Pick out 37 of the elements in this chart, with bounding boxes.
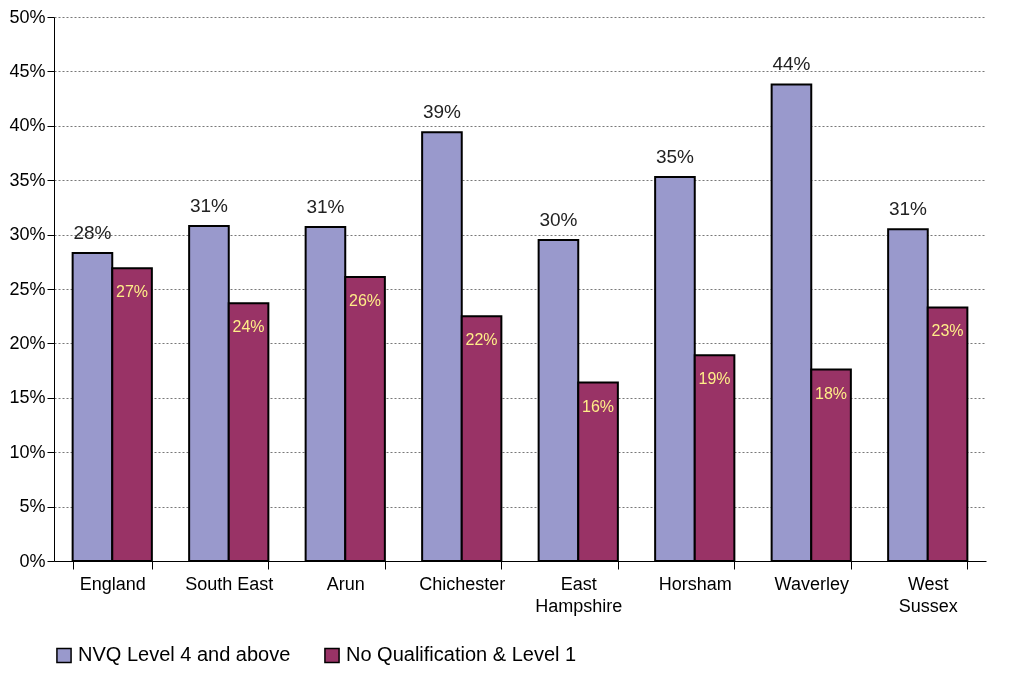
y-tick-label: 5% — [19, 496, 46, 517]
y-tick-label: 10% — [9, 441, 46, 462]
y-tick-label: 50% — [9, 6, 46, 27]
data-label: 28% — [73, 222, 112, 244]
data-label: 18% — [815, 384, 848, 402]
y-tick-label: 20% — [9, 332, 46, 353]
data-label: 19% — [698, 370, 731, 388]
data-label: 31% — [306, 195, 345, 217]
data-label: 44% — [772, 53, 811, 75]
data-label: 23% — [931, 322, 964, 340]
y-tick-label: 35% — [9, 169, 46, 190]
x-tick-label: England — [79, 573, 146, 594]
data-label: 39% — [422, 101, 462, 123]
x-tick-label: Horsham — [658, 573, 732, 594]
x-tick-label: South East — [185, 573, 274, 594]
data-label: 26% — [349, 292, 382, 310]
x-tick-label: Waverley — [774, 573, 849, 594]
y-tick-label: 30% — [9, 224, 46, 245]
data-label: 30% — [539, 209, 578, 231]
data-label: 31% — [189, 194, 229, 216]
data-label: 27% — [116, 283, 149, 301]
y-tick-label: 15% — [9, 387, 46, 408]
x-tick-label: Arun — [326, 573, 365, 594]
x-tick-label: West Sussex — [898, 573, 958, 616]
x-tick-label: Chichester — [419, 573, 506, 594]
legend-label: NVQ Level 4 and above — [78, 643, 291, 666]
x-tick-label: East Hampshire — [535, 573, 623, 616]
data-label: 22% — [465, 331, 498, 349]
data-label: 35% — [655, 145, 695, 167]
data-label: 16% — [582, 397, 615, 415]
legend-label: No Qualification & Level 1 — [346, 643, 577, 666]
y-tick-label: 40% — [9, 115, 46, 136]
y-tick-label: 25% — [9, 278, 46, 299]
y-tick-label: 0% — [19, 550, 46, 571]
data-label: 24% — [232, 318, 265, 336]
data-label: 31% — [888, 198, 928, 220]
y-tick-label: 45% — [9, 60, 46, 81]
